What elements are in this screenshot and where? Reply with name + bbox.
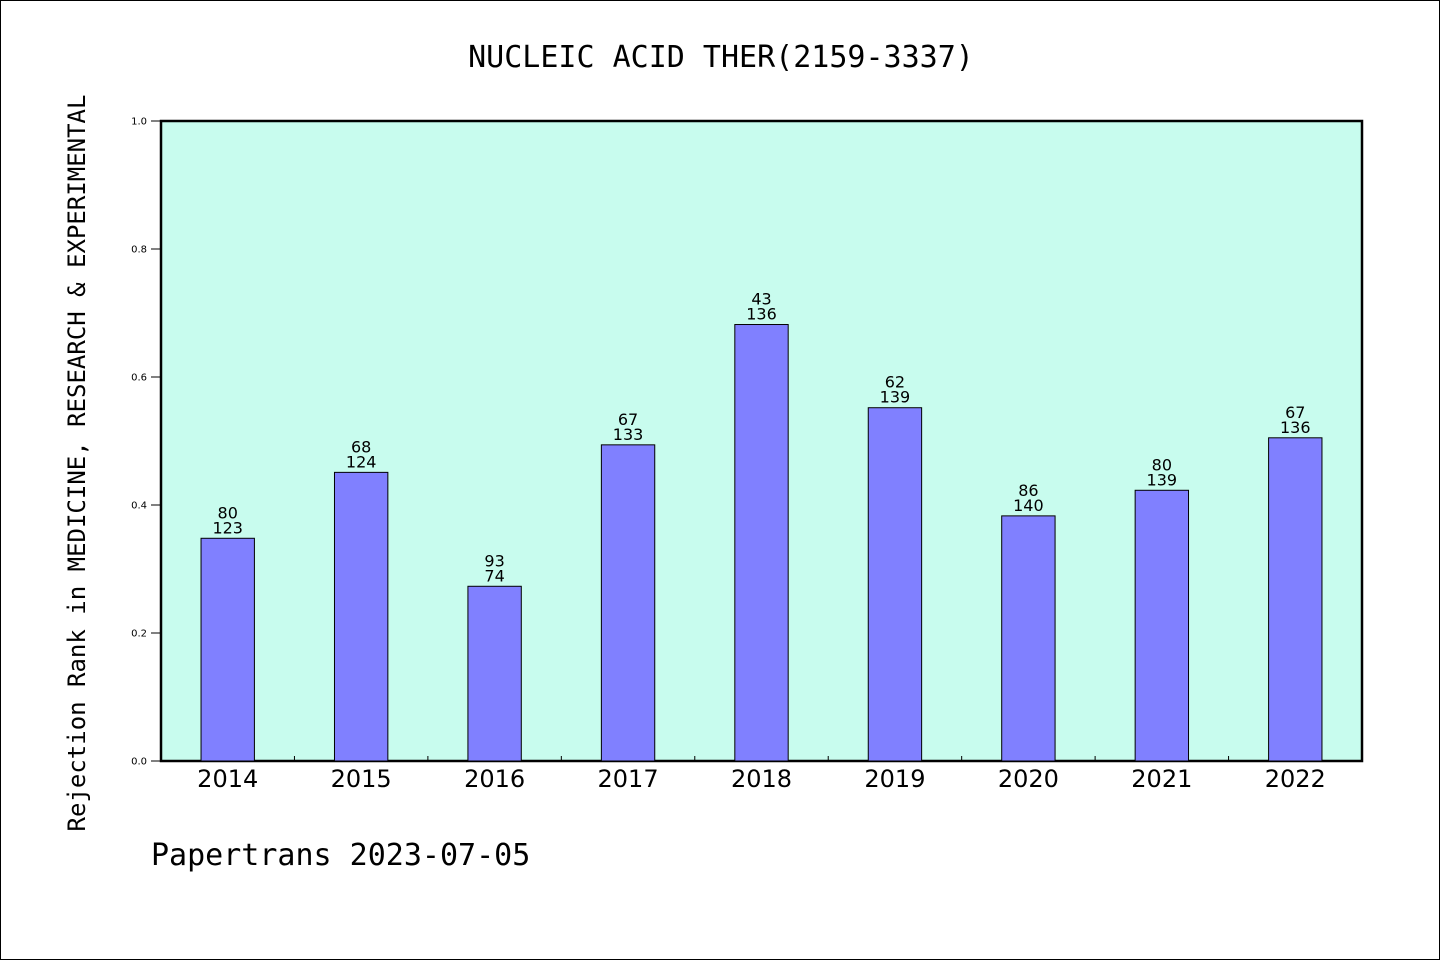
data-label-top: 93 — [484, 551, 504, 570]
bar-2016 — [467, 585, 522, 762]
bar-2021 — [1134, 489, 1190, 762]
bar-2020 — [1001, 515, 1056, 762]
footer-watermark: Papertrans 2023-07-05 — [151, 838, 530, 873]
y-tick-label: 1.0 — [131, 117, 147, 128]
data-label-bottom: 74 — [484, 566, 504, 585]
bars: 8012368124937467133431366213986140801396… — [200, 290, 1323, 762]
y-axis-label: Rejection Rank in MEDICINE, RESEARCH & E… — [63, 95, 91, 832]
data-label-top: 67 — [618, 410, 638, 429]
x-tick-label: 2021 — [1131, 765, 1192, 793]
x-tick-label: 2014 — [197, 765, 258, 793]
bar-2017 — [600, 444, 656, 762]
x-tick-label: 2018 — [731, 765, 792, 793]
y-tick-label: 0.4 — [131, 501, 147, 512]
data-label-top: 80 — [218, 503, 238, 522]
data-label-bottom: 139 — [880, 388, 911, 407]
data-label-bottom: 139 — [1147, 470, 1178, 489]
data-label-top: 43 — [751, 290, 771, 309]
data-label-bottom: 133 — [613, 425, 644, 444]
data-label-top: 80 — [1152, 455, 1172, 474]
y-tick-label: 0.6 — [131, 373, 147, 384]
x-axis: 2014 2015 2016 2017 2018 2019 2020 2021 2022 — [197, 756, 1326, 793]
bar-2019 — [867, 407, 923, 762]
data-label-top: 67 — [1285, 403, 1305, 422]
bar-2018 — [734, 324, 789, 762]
data-label-bottom: 136 — [1280, 418, 1311, 437]
x-tick-label: 2016 — [464, 765, 525, 793]
data-label-bottom: 136 — [746, 305, 777, 324]
data-label-top: 62 — [885, 373, 905, 392]
y-axis: 0.0 0.2 0.4 0.6 0.8 1.0 — [131, 117, 161, 768]
x-tick-label: 2019 — [864, 765, 925, 793]
data-label-bottom: 140 — [1013, 496, 1044, 515]
x-tick-label: 2022 — [1265, 765, 1326, 793]
data-label-bottom: 123 — [212, 518, 243, 537]
y-tick-label: 0.0 — [131, 757, 147, 768]
y-tick-label: 0.8 — [131, 245, 147, 256]
chart-title: NUCLEIC ACID THER(2159-3337) — [468, 40, 974, 75]
x-tick-label: 2020 — [998, 765, 1059, 793]
bar-2014 — [200, 537, 255, 762]
bar-2015 — [333, 471, 389, 762]
x-tick-label: 2015 — [331, 765, 392, 793]
data-label-top: 86 — [1018, 481, 1038, 500]
y-tick-label: 0.2 — [131, 629, 147, 640]
bar-2022 — [1268, 437, 1323, 762]
data-label-top: 68 — [351, 437, 371, 456]
x-tick-label: 2017 — [598, 765, 659, 793]
data-label-bottom: 124 — [346, 452, 377, 471]
